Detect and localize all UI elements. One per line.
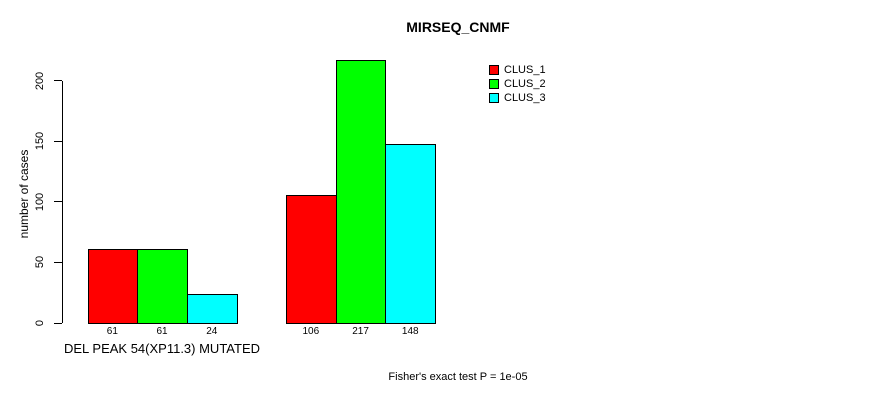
bar-clus_1-group1 <box>87 249 139 324</box>
y-tick-label: 100 <box>34 192 46 212</box>
bar-clus_3-group1 <box>186 293 238 324</box>
legend-item-clus_1: CLUS_1 <box>489 63 546 77</box>
legend-label: CLUS_1 <box>504 64 546 77</box>
legend-swatch-icon <box>489 79 499 90</box>
bar-clus_2-group1 <box>137 249 188 324</box>
legend-item-clus_2: CLUS_2 <box>489 77 546 91</box>
bar-clus_2-group2 <box>335 60 387 324</box>
bar-value-label: 24 <box>206 326 218 337</box>
y-tick-mark <box>54 201 62 203</box>
y-axis-line <box>62 80 63 323</box>
y-tick-mark <box>54 140 62 142</box>
bar-value-label: 217 <box>352 326 369 337</box>
legend-label: CLUS_2 <box>504 78 546 91</box>
bar-clus_1-group2 <box>286 194 337 324</box>
legend: CLUS_1 CLUS_2 CLUS_3 <box>489 63 546 106</box>
y-axis-label: number of cases <box>17 149 31 239</box>
bar-value-label: 148 <box>401 326 419 337</box>
x-category-label: DEL PEAK 54(XP11.3) MUTATED <box>63 341 261 356</box>
chart-title: MIRSEQ_CNMF <box>406 19 510 35</box>
legend-swatch-icon <box>489 93 499 104</box>
legend-label: CLUS_3 <box>504 92 546 105</box>
y-tick-label: 150 <box>34 132 46 151</box>
bar-value-label: 61 <box>156 326 168 337</box>
pvalue-annotation: Fisher's exact test P = 1e-05 <box>388 371 528 383</box>
legend-swatch-icon <box>489 65 499 76</box>
y-tick-label: 200 <box>34 71 46 90</box>
y-tick-label: 50 <box>34 256 46 269</box>
y-tick-mark <box>54 261 62 263</box>
y-tick-mark <box>54 80 62 82</box>
bar-value-label: 106 <box>302 326 320 337</box>
bar-clus_3-group2 <box>385 143 437 324</box>
bar-value-label: 61 <box>106 326 118 337</box>
y-tick-label: 0 <box>34 319 46 327</box>
y-tick-mark <box>54 322 62 324</box>
legend-item-clus_3: CLUS_3 <box>489 91 546 105</box>
